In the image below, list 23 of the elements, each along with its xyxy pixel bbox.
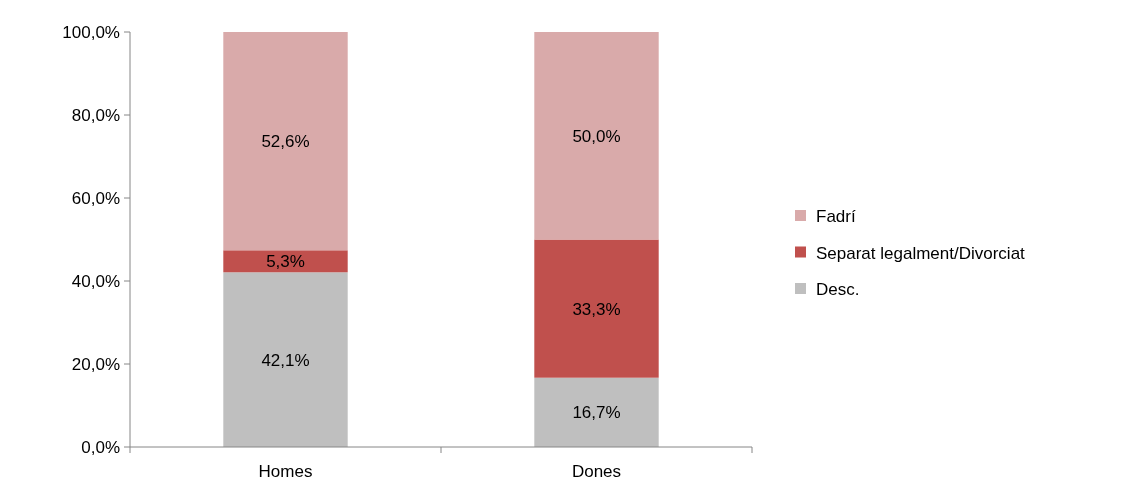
bar	[223, 272, 348, 447]
data-label: 52,6%	[261, 132, 310, 152]
data-label: 42,1%	[261, 350, 310, 370]
x-tick-label: Homes	[258, 462, 313, 481]
legend-label: Desc.	[816, 280, 860, 299]
legend-label: Fadrí	[816, 207, 856, 226]
x-tick-label: Dones	[571, 462, 622, 481]
bar	[223, 32, 348, 251]
y-tick-label: 80,0%	[71, 106, 120, 125]
y-tick-label: 60,0%	[71, 189, 120, 208]
bar	[534, 239, 659, 378]
y-tick-label: 100,0%	[62, 23, 120, 42]
y-tick-label: 0,0%	[81, 438, 120, 457]
y-tick-label: 20,0%	[71, 355, 120, 374]
data-label: 16,7%	[572, 403, 621, 423]
data-label: 50,0%	[572, 126, 621, 146]
bar	[223, 250, 348, 273]
bar	[534, 377, 659, 447]
data-label: 5,3%	[266, 252, 305, 272]
bar	[534, 32, 659, 240]
data-label: 33,3%	[572, 299, 621, 319]
y-tick-label: 40,0%	[71, 272, 120, 291]
legend-label: Separat legalment/Divorciat	[816, 243, 1026, 263]
